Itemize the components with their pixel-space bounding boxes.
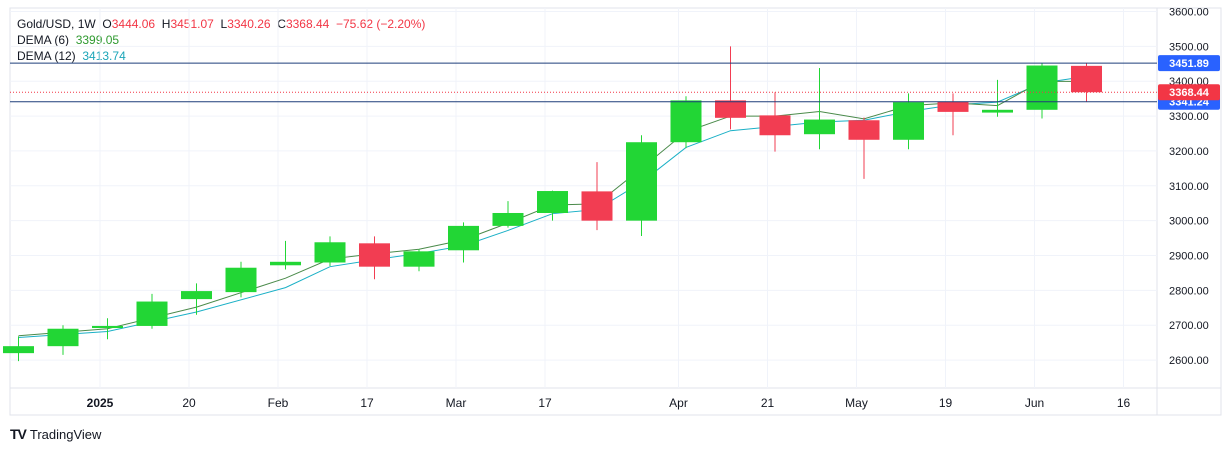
last-price-label-bg: [1158, 84, 1220, 101]
y-tick-label: 3500.00: [1169, 41, 1209, 53]
y-tick-label: 2700.00: [1169, 320, 1209, 332]
candle-body-down: [759, 115, 791, 136]
candle-body-up: [893, 102, 924, 140]
x-tick-label: 17: [360, 396, 374, 410]
high-key: H: [161, 17, 171, 31]
y-tick-label: 2900.00: [1169, 251, 1209, 263]
x-tick-label: May: [845, 396, 868, 410]
y-tick-label: 2600.00: [1169, 355, 1209, 367]
candle-body-down: [581, 191, 613, 221]
chart-frame: [9, 7, 1222, 416]
dema6-value: 3399.05: [75, 33, 120, 47]
symbol-label[interactable]: Gold/USD: [17, 17, 72, 31]
candle-body-up: [537, 191, 568, 213]
candle-body-up: [626, 142, 657, 221]
dema6-line: [18, 80, 1087, 337]
dema6-label: DEMA (6): [17, 33, 70, 47]
high-value: 3451.07: [170, 17, 214, 31]
candle-body-up: [448, 225, 479, 251]
ohlc-row: Gold/USD, 1W O3444.06 H3451.07 L3340.26 …: [17, 17, 426, 31]
dema12-row[interactable]: DEMA (12) 3413.74: [17, 48, 425, 64]
price-line-label-bg: [1158, 55, 1220, 72]
y-tick-label: 3300.00: [1169, 111, 1209, 123]
chart-legend: Gold/USD, 1W O3444.06 H3451.07 L3340.26 …: [17, 16, 425, 64]
candle-body-up: [136, 301, 168, 326]
candle-body-up: [225, 267, 257, 293]
candle-body-up: [804, 119, 835, 135]
candle-body-up: [270, 261, 301, 266]
close-key: C: [277, 17, 286, 31]
tradingview-brand[interactable]: TV TradingView: [10, 426, 101, 442]
low-key: L: [220, 17, 228, 31]
x-tick-label: 16: [1117, 396, 1131, 410]
x-tick-label: 19: [939, 396, 953, 410]
candle-body-up: [492, 212, 524, 226]
candle-body-down: [1071, 65, 1102, 93]
candle-body-up: [3, 346, 34, 354]
x-tick-label: Mar: [446, 396, 467, 410]
candle-body-down: [715, 100, 746, 118]
low-value: 3340.26: [227, 17, 271, 31]
candle-body-down: [848, 120, 880, 140]
y-tick-label: 3200.00: [1169, 146, 1209, 158]
candle-body-up: [670, 100, 702, 143]
x-tick-label: Feb: [268, 396, 289, 410]
x-tick-label: 21: [761, 396, 775, 410]
dema12-label: DEMA (12): [17, 49, 76, 63]
candle-body-up: [982, 109, 1013, 113]
dema12-value: 3413.74: [82, 49, 126, 63]
open-key: O: [102, 17, 112, 31]
candle-body-down: [359, 243, 390, 267]
y-tick-label: 2800.00: [1169, 285, 1209, 297]
dema6-row[interactable]: DEMA (6) 3399.05: [17, 32, 425, 48]
price-line-label: 3451.89: [1169, 58, 1209, 70]
y-tick-label: 3600.00: [1169, 6, 1209, 18]
y-tick-label: 3000.00: [1169, 216, 1209, 228]
change-value: −75.62 (−2.20%): [336, 17, 426, 31]
candle-body-up: [403, 251, 435, 267]
tradingview-logo-icon: TV: [10, 426, 27, 442]
open-value: 3444.06: [111, 17, 156, 31]
x-tick-label: 2025: [87, 396, 114, 410]
candle-body-up: [181, 291, 212, 300]
candle-body-up: [314, 242, 346, 263]
interval-label[interactable]: 1W: [77, 17, 96, 31]
x-tick-label: 17: [538, 396, 552, 410]
close-value: 3368.44: [285, 17, 330, 31]
candle-body-down: [937, 101, 969, 112]
y-tick-label: 3100.00: [1169, 181, 1209, 193]
candle-body-up: [92, 325, 123, 329]
x-tick-label: 20: [182, 396, 196, 410]
candle-body-up: [1026, 65, 1058, 110]
brand-name: TradingView: [29, 426, 102, 442]
dema12-line: [18, 75, 1087, 338]
last-price-label: 3368.44: [1169, 87, 1210, 99]
x-tick-label: Jun: [1025, 396, 1044, 410]
x-tick-label: Apr: [669, 396, 688, 410]
candle-body-up: [47, 328, 79, 347]
